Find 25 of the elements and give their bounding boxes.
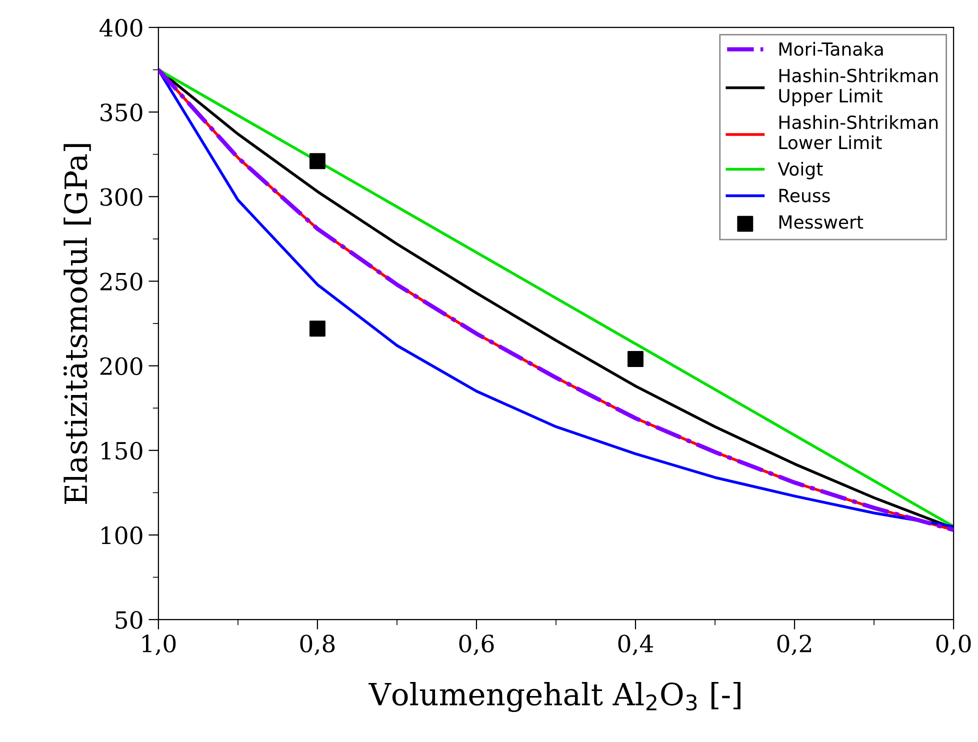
y-axis-title: Elastizitätsmodul [GPa] bbox=[63, 144, 91, 504]
x-tick-label: 0,6 bbox=[459, 634, 494, 656]
y-tick-label: 50 bbox=[116, 611, 142, 629]
x-tick-label: 0,2 bbox=[777, 634, 811, 656]
point bbox=[628, 351, 644, 368]
y-tick-label: 250 bbox=[100, 272, 142, 291]
y-tick-label: 200 bbox=[100, 357, 142, 376]
y-tick-label: 400 bbox=[100, 18, 142, 37]
x-tick-label: 0,4 bbox=[618, 634, 654, 656]
y-tick-label: 350 bbox=[100, 103, 142, 122]
legend-label: Hashin-Shtrikman Upper Limit bbox=[779, 68, 938, 106]
x-tick-label: 1,0 bbox=[142, 634, 176, 656]
y-tick-label: 150 bbox=[102, 442, 142, 460]
legend-label: Reuss bbox=[779, 188, 830, 202]
legend-label: Hashin-Shtrikman Lower Limit bbox=[779, 115, 938, 150]
x-axis-title: Volumengehalt Al$_{2}$O$_{3}$ [-] bbox=[368, 682, 740, 712]
y-tick-label: 100 bbox=[102, 526, 142, 544]
legend-label: Messwert bbox=[779, 215, 864, 229]
point bbox=[309, 320, 326, 337]
y-tick-label: 300 bbox=[100, 188, 142, 206]
point bbox=[309, 153, 326, 170]
legend-label: Voigt bbox=[778, 162, 823, 180]
x-tick-label: 0,8 bbox=[300, 634, 335, 656]
legend-label: Mori-Tanaka bbox=[779, 42, 883, 56]
x-tick-label: 0,0 bbox=[936, 634, 971, 656]
